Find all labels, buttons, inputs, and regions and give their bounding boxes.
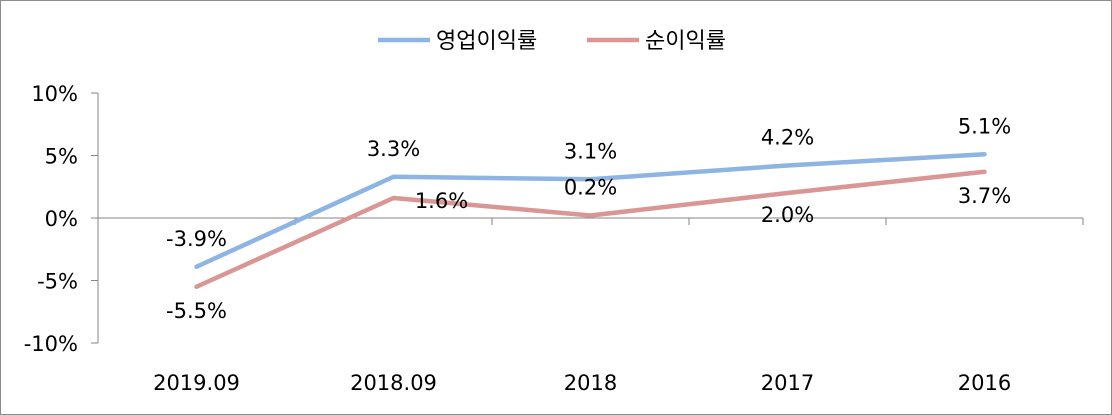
legend: 영업이익률 순이익률	[378, 29, 726, 54]
x-tick-label: 2018.09	[350, 371, 437, 395]
x-tick-label: 2017	[761, 371, 814, 395]
data-label: 1.6%	[415, 189, 468, 213]
series-layer	[194, 152, 987, 289]
y-tick-label: -10%	[24, 332, 78, 356]
data-label: 3.7%	[958, 184, 1011, 208]
data-label: -5.5%	[166, 299, 227, 323]
y-tick-label: 0%	[45, 207, 78, 231]
series-line-0	[194, 152, 987, 269]
data-label: -3.9%	[166, 227, 227, 251]
series-line-1	[194, 169, 987, 289]
data-label: 3.1%	[564, 139, 617, 163]
data-label: 0.2%	[564, 176, 617, 200]
data-label: 2.0%	[761, 203, 814, 227]
y-tick-label: -5%	[37, 270, 78, 294]
x-tick-label: 2016	[958, 371, 1011, 395]
legend-label: 영업이익률	[436, 29, 537, 54]
legend-label: 순이익률	[645, 29, 726, 54]
data-label: 4.2%	[761, 126, 814, 150]
y-axis: -10% -5% 0% 5% 10%	[24, 82, 99, 356]
x-axis: 2019.09 2018.09 2018 2017 2016	[97, 217, 1084, 395]
data-labels: -3.9% 3.3% 3.1% 4.2% 5.1% -5.5% 1.6% 0.2% 2.0% 3.…	[166, 114, 1011, 323]
x-tick-label: 2018	[564, 371, 617, 395]
data-label: 5.1%	[958, 114, 1011, 138]
y-tick-label: 10%	[31, 82, 78, 106]
data-label: 3.3%	[367, 137, 420, 161]
y-tick-label: 5%	[45, 145, 78, 169]
x-tick-label: 2019.09	[153, 371, 240, 395]
